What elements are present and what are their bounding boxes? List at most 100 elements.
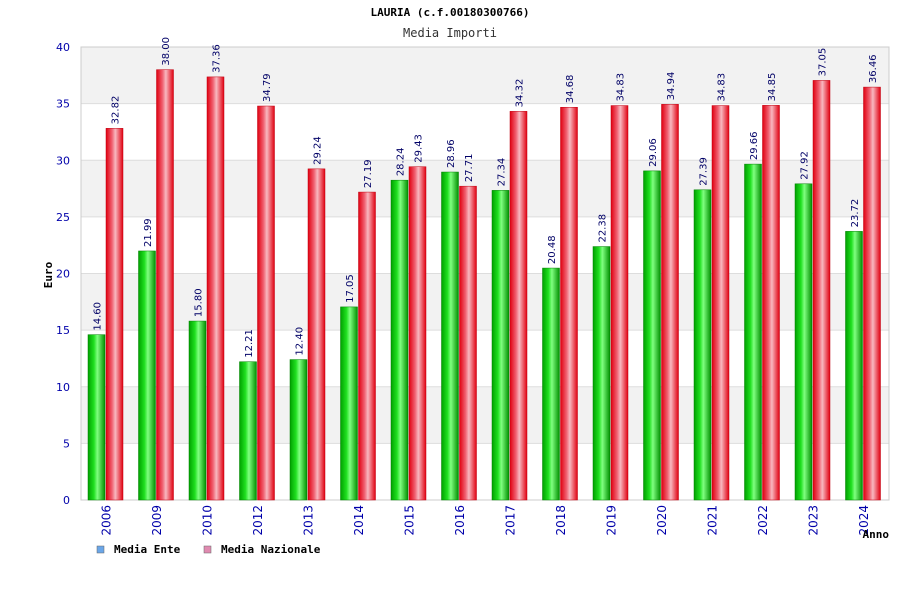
y-tick-label: 20 bbox=[56, 268, 70, 281]
chart-title: LAURIA (c.f.00180300766) bbox=[371, 6, 530, 19]
legend-swatch-nazionale bbox=[203, 545, 212, 554]
x-tick-label: 2021 bbox=[705, 505, 719, 536]
x-tick-label: 2024 bbox=[857, 505, 871, 536]
bar-media-nazionale bbox=[408, 166, 427, 501]
bars bbox=[87, 69, 881, 501]
data-labels: 14.60 32.82 21.99 38.00 15.80 37.36 12.21 34.79… bbox=[93, 37, 880, 358]
y-tick-label: 0 bbox=[63, 494, 70, 507]
legend-swatch-ente bbox=[96, 545, 105, 554]
data-label-nazionale: 32.82 bbox=[111, 96, 122, 125]
x-tick-label: 2017 bbox=[503, 505, 517, 536]
x-tick-label: 2018 bbox=[554, 505, 568, 536]
bar-media-ente bbox=[794, 183, 813, 501]
x-tick-label: 2006 bbox=[99, 505, 113, 536]
bar-media-nazionale bbox=[257, 105, 275, 501]
bar-media-ente bbox=[289, 359, 308, 501]
x-axis-ticks: 2006 2009 2010 2012 2013 2014 2015 2016 2017 2018… bbox=[99, 505, 871, 536]
x-tick-label: 2022 bbox=[756, 505, 770, 536]
legend-label-ente: Media Ente bbox=[114, 543, 181, 556]
bar-media-ente bbox=[592, 246, 611, 501]
y-axis-ticks: 0 5 10 15 20 25 30 35 40 bbox=[56, 41, 70, 507]
y-tick-label: 30 bbox=[56, 154, 70, 167]
bar-media-ente bbox=[491, 190, 510, 501]
bar-media-ente bbox=[643, 170, 661, 501]
chart-subtitle: Media Importi bbox=[403, 26, 497, 40]
data-label-ente: 22.38 bbox=[598, 214, 609, 243]
bar-media-ente bbox=[87, 334, 106, 501]
x-axis-label: Anno bbox=[863, 528, 890, 541]
data-label-ente: 27.92 bbox=[800, 151, 811, 180]
data-label-nazionale: 29.24 bbox=[313, 136, 324, 165]
x-tick-label: 2023 bbox=[806, 505, 820, 536]
data-label-nazionale: 34.85 bbox=[767, 73, 778, 102]
y-tick-label: 15 bbox=[56, 324, 70, 337]
bar-media-nazionale bbox=[661, 104, 679, 501]
y-tick-label: 40 bbox=[56, 41, 70, 54]
bar-media-nazionale bbox=[610, 105, 629, 501]
bar-media-ente bbox=[441, 171, 459, 501]
bar-media-nazionale bbox=[459, 185, 477, 501]
bar-media-nazionale bbox=[762, 105, 780, 501]
data-label-ente: 14.60 bbox=[93, 302, 104, 331]
x-tick-label: 2013 bbox=[301, 505, 315, 536]
data-label-ente: 20.48 bbox=[547, 235, 558, 264]
data-label-nazionale: 37.36 bbox=[212, 44, 223, 73]
data-label-ente: 27.39 bbox=[699, 157, 710, 186]
data-label-nazionale: 36.46 bbox=[868, 54, 879, 83]
data-label-ente: 28.24 bbox=[396, 148, 407, 177]
data-label-ente: 21.99 bbox=[143, 218, 154, 247]
data-label-nazionale: 34.83 bbox=[717, 73, 728, 102]
bar-media-ente bbox=[744, 163, 762, 501]
data-label-nazionale: 29.43 bbox=[414, 134, 425, 163]
data-label-ente: 28.96 bbox=[446, 139, 457, 168]
data-label-ente: 27.34 bbox=[497, 158, 508, 187]
bar-media-nazionale bbox=[105, 128, 124, 501]
data-label-nazionale: 34.83 bbox=[616, 73, 627, 102]
bar-media-ente bbox=[693, 189, 712, 501]
x-tick-label: 2019 bbox=[604, 505, 618, 536]
y-tick-label: 5 bbox=[63, 437, 70, 450]
bar-media-nazionale bbox=[156, 69, 174, 501]
bar-media-nazionale bbox=[711, 105, 730, 501]
bar-media-nazionale bbox=[560, 106, 578, 501]
bar-media-nazionale bbox=[206, 76, 225, 501]
bar-media-nazionale bbox=[509, 111, 528, 501]
legend: Media Ente Media Nazionale bbox=[96, 543, 321, 556]
bar-media-nazionale bbox=[863, 86, 881, 501]
data-label-nazionale: 27.19 bbox=[363, 159, 374, 188]
data-label-ente: 29.66 bbox=[749, 131, 760, 160]
plot-frame bbox=[80, 46, 890, 501]
bar-media-nazionale bbox=[307, 168, 326, 501]
x-tick-label: 2012 bbox=[251, 505, 265, 536]
x-tick-label: 2015 bbox=[402, 505, 416, 536]
data-label-nazionale: 34.32 bbox=[515, 79, 526, 108]
x-tick-label: 2014 bbox=[352, 505, 366, 536]
legend-label-nazionale: Media Nazionale bbox=[221, 543, 321, 556]
bar-media-ente bbox=[239, 361, 257, 501]
y-tick-label: 25 bbox=[56, 211, 70, 224]
data-label-ente: 23.72 bbox=[850, 199, 861, 228]
data-label-nazionale: 34.79 bbox=[262, 73, 273, 102]
bar-media-ente bbox=[542, 267, 560, 501]
x-tick-label: 2016 bbox=[453, 505, 467, 536]
x-tick-label: 2009 bbox=[150, 505, 164, 536]
x-tick-label: 2020 bbox=[655, 505, 669, 536]
data-label-nazionale: 27.71 bbox=[464, 154, 475, 183]
data-label-ente: 29.06 bbox=[648, 138, 659, 167]
y-tick-label: 35 bbox=[56, 98, 70, 111]
y-axis-label: Euro bbox=[42, 261, 55, 288]
bar-media-ente bbox=[138, 250, 156, 501]
data-label-ente: 15.80 bbox=[194, 288, 205, 317]
bar-media-ente bbox=[845, 231, 863, 501]
bar-media-nazionale bbox=[812, 80, 831, 501]
bar-media-ente bbox=[340, 306, 358, 501]
bar-media-ente bbox=[390, 179, 409, 501]
data-label-ente: 17.05 bbox=[345, 274, 356, 303]
x-tick-label: 2010 bbox=[200, 505, 214, 536]
data-label-nazionale: 34.94 bbox=[666, 72, 677, 101]
y-tick-label: 10 bbox=[56, 381, 70, 394]
data-label-ente: 12.40 bbox=[295, 327, 306, 356]
data-label-ente: 12.21 bbox=[244, 329, 255, 358]
data-label-nazionale: 34.68 bbox=[565, 75, 576, 104]
